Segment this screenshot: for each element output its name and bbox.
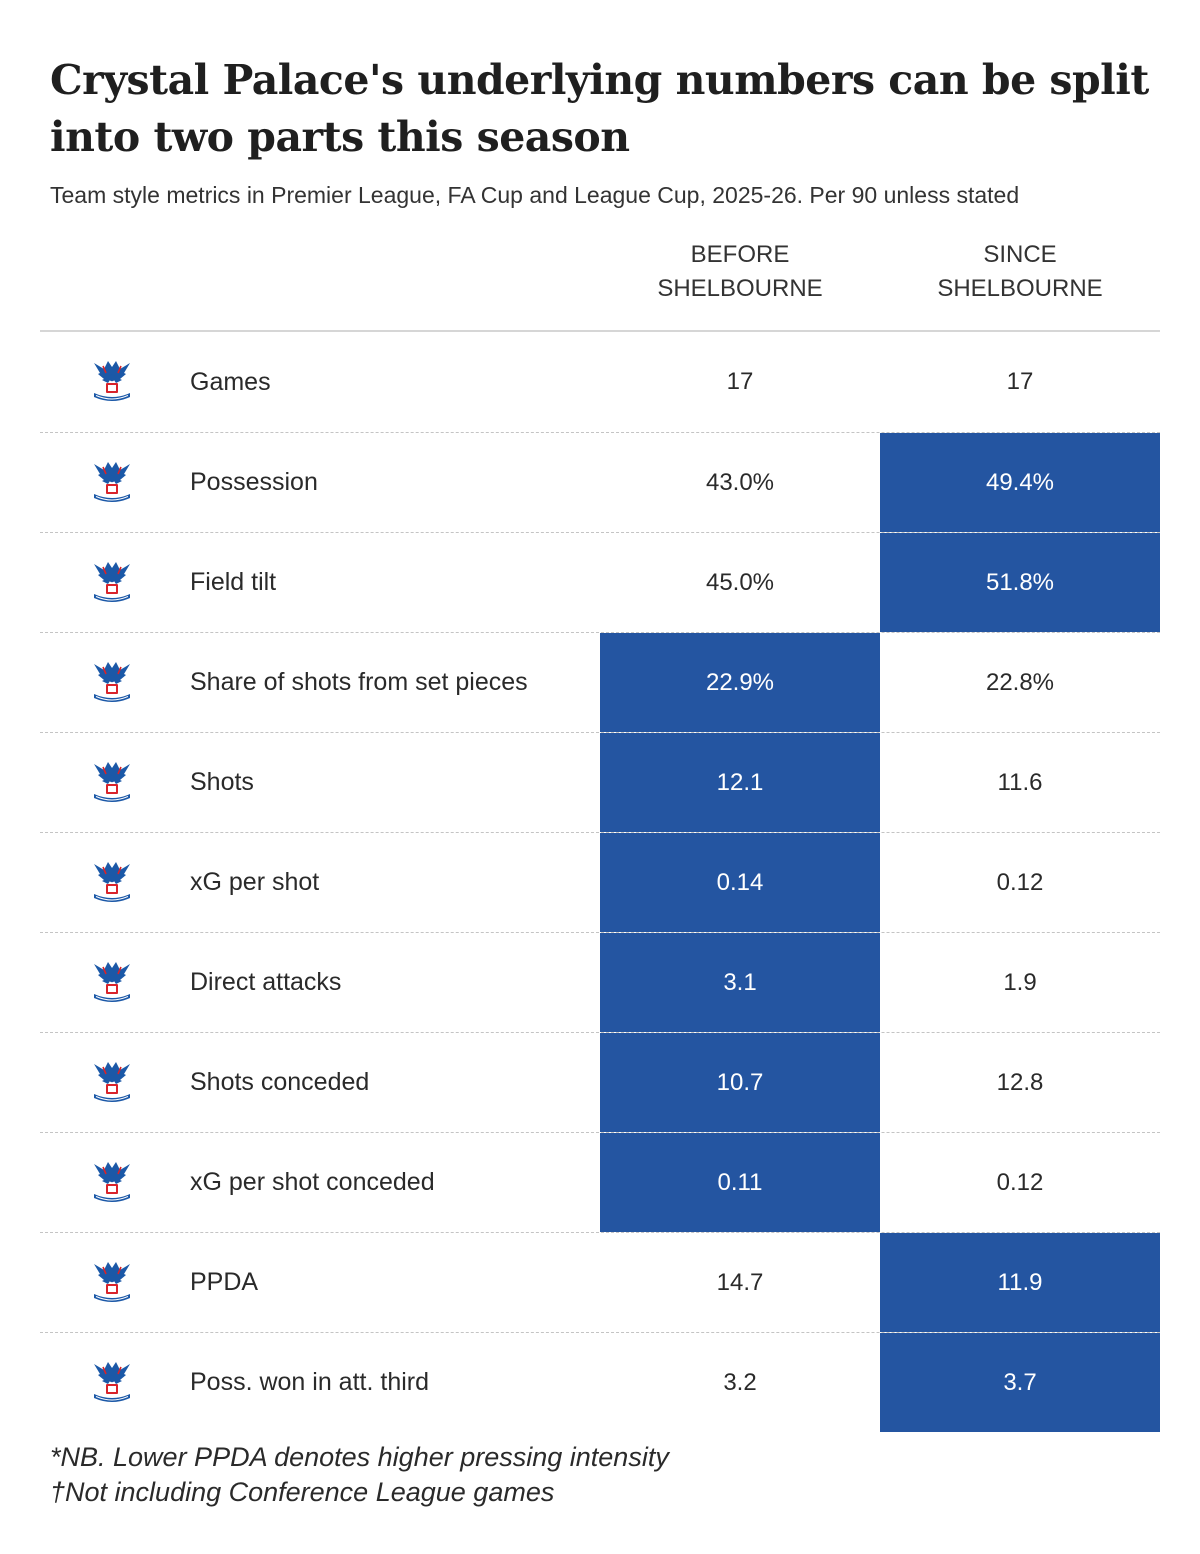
metric-label: xG per shot [190,868,320,896]
chart-subtitle: Team style metrics in Premier League, FA… [50,182,1020,208]
before-value-cell: 10.7 [600,1033,880,1132]
crystal-palace-crest-icon [94,1161,130,1202]
table-row: xG per shot conceded 0.11 0.12 [40,1132,1160,1232]
table-row: Share of shots from set pieces 22.9% 22.8% [40,632,1160,732]
before-value-cell: 45.0% [705,568,775,596]
since-value-cell: 17 [1006,368,1034,395]
before-value-cell: 43.0% [705,468,775,496]
header-divider [40,330,1160,332]
metric-label: PPDA [190,1268,259,1296]
column-header-since-line1: SINCE [983,241,1057,268]
metric-label: Games [190,367,271,396]
metric-label: xG per shot conceded [190,1168,435,1196]
table-row: Possession 43.0% 49.4% [40,432,1160,532]
crystal-palace-crest-icon [94,561,130,602]
crystal-palace-crest-icon [94,1061,130,1102]
since-value-cell: 0.12 [996,868,1044,896]
metric-label: Direct attacks [190,968,342,996]
footnote-conference-league: †Not including Conference League games [50,1477,555,1507]
before-value-cell: 0.14 [600,833,880,932]
before-value-cell: 14.7 [716,1268,764,1296]
table-row: xG per shot 0.14 0.12 [40,832,1160,932]
crystal-palace-crest-icon [94,861,130,902]
before-value-cell: 0.11 [600,1133,880,1232]
column-header-before-line1: BEFORE [690,241,790,268]
footnote-ppda: *NB. Lower PPDA denotes higher pressing … [50,1442,669,1472]
metrics-table: Games 17 17 Possession 43.0% 49.4% Field tilt 4… [40,332,1160,1432]
since-value-cell: 1.9 [1003,968,1037,996]
since-value-cell: 51.8% [880,533,1160,632]
crystal-palace-crest-icon [94,461,130,502]
since-value-cell: 22.8% [985,668,1055,696]
before-value-cell: 17 [726,368,754,395]
table-row: Poss. won in att. third 3.2 3.7 [40,1332,1160,1432]
table-row: Direct attacks 3.1 1.9 [40,932,1160,1032]
before-value-cell: 22.9% [600,633,880,732]
chart-title: Crystal Palace's underlying numbers can … [50,56,1149,161]
table-row: Games 17 17 [40,332,1160,432]
metric-label: Shots conceded [190,1068,370,1096]
crystal-palace-crest-icon [94,1261,130,1302]
metric-label: Share of shots from set pieces [190,668,528,696]
table-row: Shots 12.1 11.6 [40,732,1160,832]
metric-label: Shots [190,768,254,796]
before-value-cell: 3.2 [723,1368,757,1396]
since-value-cell: 11.9 [880,1233,1160,1332]
column-header-since-line2: SHELBOURNE [937,275,1103,302]
table-row: PPDA 14.7 11.9 [40,1232,1160,1332]
since-value-cell: 0.12 [996,1168,1044,1196]
since-value-cell: 49.4% [880,433,1160,532]
table-row: Shots conceded 10.7 12.8 [40,1032,1160,1132]
table-row: Field tilt 45.0% 51.8% [40,532,1160,632]
metric-label: Possession [190,468,318,496]
crystal-palace-crest-icon [94,361,130,401]
metric-label: Field tilt [190,568,277,596]
column-header-since-shelbourne: SINCE SHELBOURNE [880,238,1160,306]
crystal-palace-crest-icon [94,961,130,1002]
crystal-palace-crest-icon [94,761,130,802]
metric-label: Poss. won in att. third [190,1368,430,1396]
before-value-cell: 3.1 [600,933,880,1032]
since-value-cell: 3.7 [880,1333,1160,1432]
crystal-palace-crest-icon [94,1361,130,1402]
since-value-cell: 11.6 [997,768,1043,796]
crystal-palace-crest-icon [94,661,130,702]
since-value-cell: 12.8 [996,1068,1044,1096]
column-header-before-shelbourne: BEFORE SHELBOURNE [600,238,880,306]
before-value-cell: 12.1 [600,733,880,832]
column-header-before-line2: SHELBOURNE [657,275,823,302]
